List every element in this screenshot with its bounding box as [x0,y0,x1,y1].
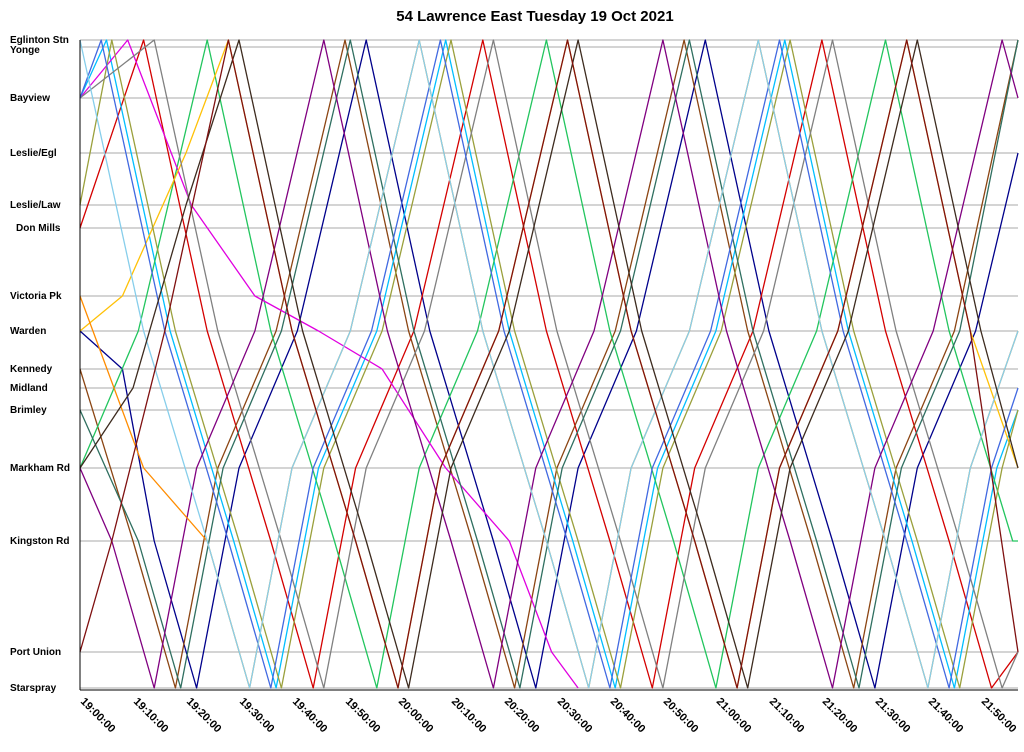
bus-trace-14 [79,39,1019,689]
bus-trace-6 [79,39,579,689]
time-tick-label: 19:00:00 [78,696,118,736]
time-tick-label: 20:50:00 [661,696,701,736]
stop-label: Port Union [10,647,61,658]
stop-gridlines [80,39,1018,689]
stop-label: Leslie/Egl [10,148,57,159]
time-tick-label: 21:10:00 [767,696,807,736]
stop-label: Kingston Rd [10,536,69,547]
stop-label: Don Mills [16,223,61,234]
time-tick-label: 19:10:00 [131,696,171,736]
bus-trace-12 [79,39,1019,689]
stop-label: Starspray [10,683,57,694]
time-tick-label: 21:50:00 [979,696,1019,736]
bus-trace-9 [79,39,1019,689]
stop-label: Victoria Pk [10,291,62,302]
time-tick-label: 21:30:00 [873,696,913,736]
stop-label: Kennedy [10,364,53,375]
stop-label: Eglinton Stn [10,35,69,46]
time-tick-label: 20:00:00 [396,696,436,736]
bus-trace-16 [79,39,1019,689]
time-tick-label: 20:10:00 [449,696,489,736]
time-tick-label: 20:40:00 [608,696,648,736]
time-tick-label: 19:20:00 [184,696,224,736]
time-tick-label: 21:20:00 [820,696,860,736]
stop-label: Brimley [10,405,47,416]
bus-trace-5 [79,39,1018,689]
bus-trace-4 [79,39,1019,689]
stop-label: Markham Rd [10,463,70,474]
time-tick-label: 20:20:00 [502,696,542,736]
bus-trace-1 [79,39,1019,689]
time-tick-label: 19:40:00 [290,696,330,736]
bus-traces [79,39,1019,689]
time-tick-label: 19:30:00 [237,696,277,736]
bus-trace-2 [79,39,1019,689]
bus-trace-8 [79,39,1019,689]
bus-trace-15 [79,39,1019,689]
time-tick-label: 21:40:00 [926,696,966,736]
time-tick-label: 21:00:00 [714,696,754,736]
stop-label: Warden [10,326,46,337]
time-tick-label: 19:50:00 [343,696,383,736]
time-tick-labels: 19:00:00 19:10:00 19:20:00 19:30:00 19:40:00… [78,696,1019,736]
stop-label: Yonge [10,45,40,56]
chart-title: 54 Lawrence East Tuesday 19 Oct 2021 [396,8,673,25]
bus-trace-11 [79,39,1019,689]
stop-label: Leslie/Law [10,200,61,211]
bus-trace-10 [79,39,1019,689]
time-tick-label: 20:30:00 [555,696,595,736]
stop-label: Midland [10,383,48,394]
stop-label: Bayview [10,93,50,104]
bus-trace-3 [79,39,1019,689]
